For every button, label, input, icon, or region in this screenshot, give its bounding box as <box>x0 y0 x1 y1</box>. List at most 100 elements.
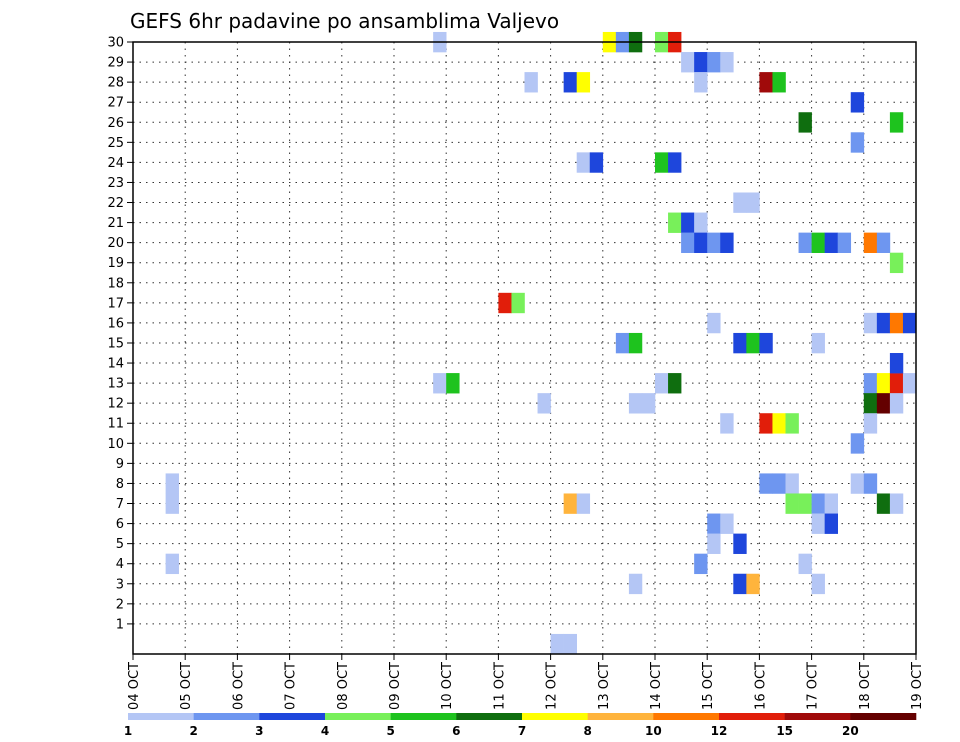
x-tick-label: 14 OCT <box>649 662 664 710</box>
heatmap-cell <box>876 232 891 253</box>
heatmap-cell <box>824 232 838 253</box>
y-tick-label: 3 <box>116 577 124 592</box>
heatmap-cell <box>720 413 734 434</box>
heatmap-cell <box>837 232 852 253</box>
heatmap-cell <box>902 373 917 394</box>
heatmap-cell <box>876 312 891 334</box>
heatmap-cell <box>798 493 812 514</box>
y-tick-label: 16 <box>107 316 124 331</box>
heatmap-cell <box>165 493 179 514</box>
x-tick-label: 19 OCT <box>910 662 925 710</box>
x-tick-label: 09 OCT <box>388 662 403 710</box>
colorbar-label: 7 <box>518 724 526 738</box>
y-tick-label: 13 <box>107 377 124 392</box>
heatmap-cell <box>889 252 904 274</box>
heatmap-cell <box>850 433 865 454</box>
heatmap-cell <box>811 513 825 534</box>
heatmap-cell <box>641 393 656 414</box>
y-tick-label: 17 <box>107 296 124 311</box>
heatmap-cell <box>772 413 786 434</box>
heatmap-cell <box>563 493 577 514</box>
heatmap-cell <box>863 473 878 494</box>
colorbar-segment <box>719 713 785 720</box>
y-tick-label: 26 <box>107 116 124 131</box>
heatmap-cell <box>746 573 760 595</box>
y-tick-label: 29 <box>107 56 124 71</box>
colorbar-segment <box>850 713 917 720</box>
y-tick-label: 4 <box>116 557 124 572</box>
colorbar-label: 1 <box>124 724 132 738</box>
heatmap-cell <box>811 573 825 595</box>
heatmap-cell <box>733 573 747 595</box>
heatmap-cell <box>798 553 812 575</box>
heatmap-cell <box>537 393 551 414</box>
heatmap-cell <box>550 633 564 655</box>
heatmap-cell <box>785 413 799 434</box>
heatmap-cell <box>811 232 825 253</box>
x-tick-label: 05 OCT <box>179 662 194 710</box>
colorbar-segment <box>653 713 720 720</box>
y-tick-label: 6 <box>116 517 124 532</box>
y-tick-label: 10 <box>107 437 124 452</box>
heatmap-cell <box>759 473 773 494</box>
heatmap-cell <box>824 513 838 534</box>
x-tick-label: 06 OCT <box>231 662 246 710</box>
heatmap-cell <box>628 393 643 414</box>
heatmap-cell <box>811 493 825 514</box>
y-tick-label: 12 <box>107 397 124 412</box>
heatmap-cell <box>759 72 773 93</box>
y-tick-label: 24 <box>107 156 124 171</box>
heatmap-cell <box>863 413 878 434</box>
y-tick-label: 20 <box>107 236 124 251</box>
y-axis: 1234567891011121314151617181920212223242… <box>107 36 133 632</box>
x-axis: 04 OCT 05 OCT 06 OCT 07 OCT 08 OCT 09 OCT 10 O… <box>127 654 925 710</box>
heatmap-cell <box>720 52 734 73</box>
heatmap-cell <box>165 473 179 494</box>
heatmap-cell <box>498 292 512 314</box>
heatmap-cell <box>811 332 825 354</box>
heatmap-cell <box>707 513 721 534</box>
heatmap-cell <box>746 332 760 354</box>
heatmap-cell <box>668 212 682 233</box>
heatmap-cell <box>681 52 695 73</box>
heatmap-cell <box>694 72 708 93</box>
heatmap-cell <box>668 373 682 394</box>
colorbar-label: 2 <box>189 724 197 738</box>
y-tick-label: 14 <box>107 357 124 372</box>
heatmap-cell <box>889 312 904 334</box>
heatmap-cell <box>720 232 734 253</box>
x-tick-label: 12 OCT <box>545 662 560 710</box>
heatmap-cell <box>863 232 878 253</box>
heatmap-cell <box>785 493 799 514</box>
colorbar-label: 5 <box>386 724 394 738</box>
colorbar-label: 10 <box>645 724 662 738</box>
colorbar-segment <box>325 713 391 720</box>
heatmap-cell <box>733 332 747 354</box>
heatmap-cell <box>707 312 721 334</box>
x-tick-label: 18 OCT <box>858 662 873 710</box>
y-tick-label: 5 <box>116 537 124 552</box>
colorbar-segment <box>259 713 326 720</box>
x-tick-label: 08 OCT <box>336 662 351 710</box>
heatmap-cell <box>876 493 891 514</box>
heatmap-cell <box>863 393 878 414</box>
y-tick-label: 23 <box>107 176 124 191</box>
y-tick-label: 7 <box>116 497 124 512</box>
heatmap-cell <box>628 332 643 354</box>
y-tick-label: 19 <box>107 256 124 271</box>
x-tick-label: 11 OCT <box>492 662 507 710</box>
y-tick-label: 2 <box>116 597 124 612</box>
plot-frame <box>132 41 917 655</box>
heatmap-cell <box>772 72 786 93</box>
y-tick-label: 1 <box>116 617 124 632</box>
colorbar-legend: 1 2 3 4 5 6 7 8 10 12 15 20 <box>124 713 917 738</box>
heatmap-cell <box>511 292 525 314</box>
heatmap-cell <box>589 152 604 173</box>
heatmap-cell <box>889 353 904 374</box>
heatmap-cell <box>798 112 812 133</box>
heatmap-cell <box>694 52 708 73</box>
heatmap-cells <box>165 31 917 655</box>
heatmap-cell <box>863 373 878 394</box>
heatmap-cell <box>889 112 904 133</box>
